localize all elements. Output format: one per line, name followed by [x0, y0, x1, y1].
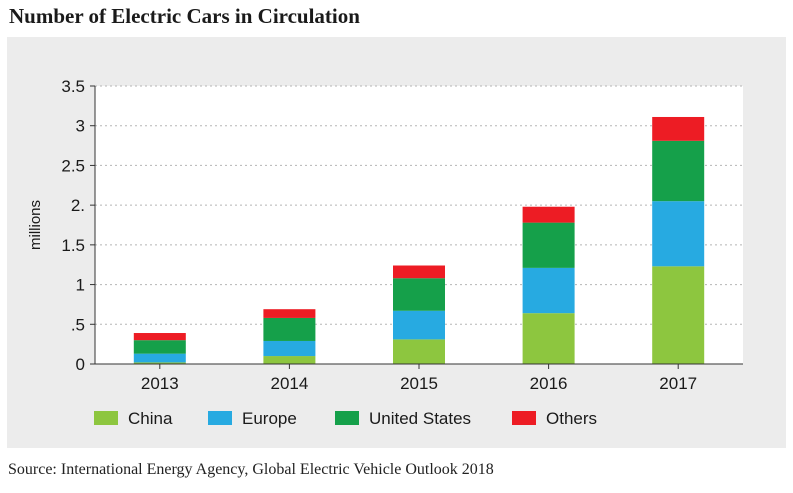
- x-tick-label: 2016: [530, 374, 568, 393]
- source-note: Source: International Energy Agency, Glo…: [8, 461, 494, 478]
- y-tick-label: 3: [76, 117, 85, 136]
- bar-segment-europe: [522, 267, 575, 314]
- bar-segment-others: [133, 333, 186, 341]
- chart-svg: 0 .5 1 1.5 2. 2.5 3 3.5 2013 2014 2015 2016 2017 mill…: [27, 77, 743, 428]
- y-tick-label: 3.5: [61, 77, 85, 96]
- legend-swatch-china: [94, 411, 118, 425]
- legend-swatch-europe: [208, 411, 232, 425]
- bar-segment-europe: [263, 340, 316, 357]
- legend-label-others: Others: [546, 409, 597, 428]
- y-tick-label: 2.: [71, 196, 85, 215]
- legend-label-united-states: United States: [369, 409, 471, 428]
- axes: [90, 85, 743, 369]
- chart-title: Number of Electric Cars in Circulation: [9, 4, 360, 28]
- x-tick-label: 2017: [659, 374, 697, 393]
- y-tick-label: 2.5: [61, 156, 85, 175]
- y-tick-label: 1: [76, 276, 85, 295]
- legend-label-china: China: [128, 409, 173, 428]
- bar-layer: [133, 116, 705, 364]
- bar-segment-others: [652, 116, 705, 141]
- bar-segment-united-states: [133, 340, 186, 354]
- bar-segment-others: [522, 206, 575, 223]
- bar-segment-europe: [652, 201, 705, 267]
- bar-segment-europe: [393, 310, 445, 340]
- y-axis-label: millions: [27, 200, 44, 250]
- bar-segment-united-states: [522, 222, 575, 268]
- bar-segment-china: [263, 356, 316, 364]
- legend: China Europe United States Others: [94, 409, 597, 428]
- y-tick-label: 0: [76, 355, 85, 374]
- legend-swatch-united-states: [335, 411, 359, 425]
- bar-segment-europe: [133, 353, 186, 363]
- bar-segment-others: [263, 309, 316, 318]
- y-tick-label: .5: [71, 315, 85, 334]
- bar-segment-china: [133, 362, 186, 364]
- bar-segment-others: [393, 265, 445, 279]
- bar-segment-united-states: [393, 278, 445, 311]
- tick-labels: 0 .5 1 1.5 2. 2.5 3 3.5 2013 2014 2015 2016 2017 mill…: [27, 77, 697, 393]
- bar-segment-china: [522, 313, 575, 364]
- x-tick-label: 2015: [400, 374, 438, 393]
- bar-segment-china: [393, 339, 445, 364]
- legend-label-europe: Europe: [242, 409, 297, 428]
- chart-panel: 0 .5 1 1.5 2. 2.5 3 3.5 2013 2014 2015 2016 2017 mill…: [7, 37, 786, 448]
- bar-segment-united-states: [652, 140, 705, 202]
- x-tick-label: 2014: [270, 374, 308, 393]
- bar-segment-china: [652, 266, 705, 364]
- y-tick-label: 1.5: [61, 236, 85, 255]
- x-tick-label: 2013: [141, 374, 179, 393]
- bar-segment-united-states: [263, 317, 316, 341]
- legend-swatch-others: [512, 411, 536, 425]
